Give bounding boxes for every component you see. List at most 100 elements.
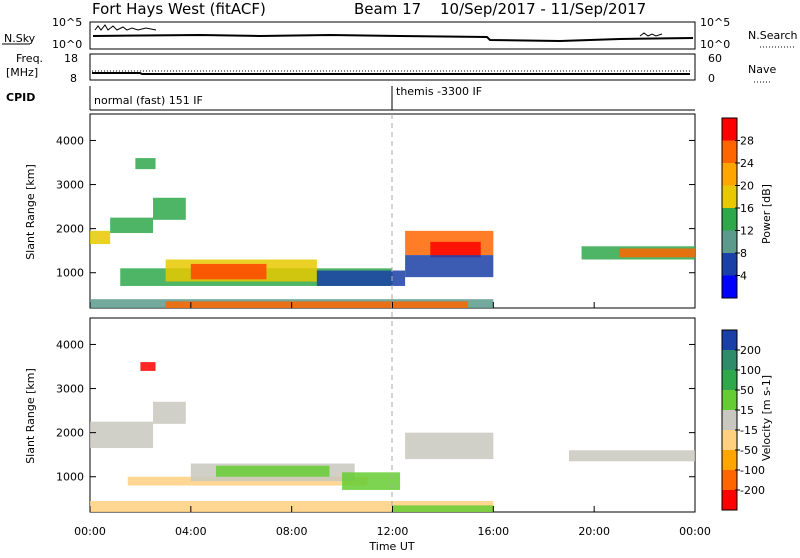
search-label: N.Search: [748, 29, 798, 42]
colorbar-segment: [722, 370, 737, 391]
colorbar-segment: [722, 253, 737, 276]
colorbar-tick-label: 50: [740, 384, 754, 397]
search-tick-top: 10^5: [700, 16, 730, 29]
date-range-title: 10/Sep/2017 - 11/Sep/2017: [440, 0, 646, 18]
power-colorbar-label: Power [dB]: [760, 184, 773, 244]
power-data: [90, 158, 695, 308]
nave-label: Nave: [748, 63, 776, 76]
x-tick-label: 00:00: [74, 525, 106, 538]
colorbar-tick-label: 24: [740, 157, 754, 170]
y-tick-label: 2000: [56, 427, 84, 440]
nave-tick-bottom: 0: [708, 72, 715, 85]
colorbar-segment: [722, 490, 737, 511]
data-region: [190, 263, 267, 280]
freq-tick-bottom: 8: [70, 72, 77, 85]
data-region: [405, 432, 494, 460]
data-region: [110, 217, 154, 234]
x-tick-label: 04:00: [175, 525, 207, 538]
colorbar-tick-label: 15: [740, 404, 754, 417]
y-tick-label: 3000: [56, 383, 84, 396]
colorbar-frame: [721, 329, 738, 511]
data-region: [619, 248, 695, 258]
colorbar-segment: [722, 230, 737, 254]
data-region: [153, 401, 186, 424]
data-region: [316, 270, 406, 286]
colorbar-segment: [722, 430, 737, 451]
colorbar-tick-label: 100: [740, 364, 761, 377]
colorbar-tick-label: 8: [740, 247, 747, 260]
colorbar-segment: [722, 330, 737, 351]
y-tick-label: 3000: [56, 179, 84, 192]
data-region: [342, 472, 401, 490]
search-tick-bottom: 10^0: [700, 38, 730, 51]
colorbar-tick-label: -15: [740, 424, 758, 437]
colorbar-tick-label: -100: [740, 464, 765, 477]
y-tick-label: 2000: [56, 223, 84, 236]
freq-trace: [92, 72, 690, 75]
colorbar-segment: [722, 140, 737, 164]
data-region: [90, 230, 111, 245]
freq-unit-label: [MHz]: [6, 66, 38, 79]
data-region: [216, 465, 330, 477]
colorbar-tick-label: 12: [740, 225, 754, 238]
freq-nave-panel: [89, 53, 696, 81]
data-region: [153, 197, 186, 220]
y-tick-label: 1000: [56, 471, 84, 484]
power-panel: Slant Range [km] 1000 2000 3000 4000: [24, 113, 696, 309]
colorbar-tick-label: 4: [740, 270, 747, 283]
colorbar-segment: [722, 450, 737, 471]
freq-tick-top: 18: [64, 52, 78, 65]
data-region: [135, 158, 156, 170]
cpid-mode-2: themis -3300 IF: [396, 85, 482, 98]
colorbar-tick-label: -200: [740, 484, 765, 497]
colorbar-tick-label: 16: [740, 202, 754, 215]
power-yticks: 1000 2000 3000 4000: [56, 134, 695, 280]
colorbar-tick-label: 28: [740, 135, 754, 148]
cpid-mode-1: normal (fast) 151 IF: [94, 94, 203, 107]
nave-tick-top: 60: [708, 52, 722, 65]
colorbar-tick-label: 200: [740, 344, 761, 357]
x-tick-label: 12:00: [377, 525, 409, 538]
velocity-colorbar: 200 100 50 15 -15 -50 -100 -200: [721, 329, 765, 511]
data-region: [568, 450, 695, 462]
data-region: [140, 362, 156, 371]
y-tick-label: 4000: [56, 134, 84, 147]
x-tick-label: 08:00: [276, 525, 308, 538]
data-region: [405, 255, 494, 278]
colorbar-segment: [722, 350, 737, 371]
colorbar-segment: [722, 275, 737, 299]
colorbar-segment: [722, 208, 737, 231]
x-tick-label: 00:00: [679, 525, 711, 538]
colorbar-segment: [722, 410, 737, 431]
velocity-colorbar-label: Velocity [m s-1]: [760, 375, 773, 461]
cpid-label: CPID: [6, 91, 35, 104]
time-axis-ticks: 00:00 04:00 08:00 12:00 16:00 20:00 00:00: [74, 302, 711, 538]
station-title: Fort Hays West (fitACF): [92, 0, 266, 18]
time-axis-label: Time UT: [368, 540, 414, 553]
sky-tick-bottom: 10^0: [52, 38, 82, 51]
beam-title: Beam 17: [354, 0, 421, 18]
x-tick-label: 20:00: [578, 525, 610, 538]
freq-label: Freq.: [16, 52, 43, 65]
data-region: [392, 505, 494, 512]
colorbar-segment: [722, 390, 737, 411]
colorbar-segment: [722, 470, 737, 491]
x-tick-label: 16:00: [477, 525, 509, 538]
velocity-ylabel: Slant Range [km]: [24, 368, 37, 464]
y-tick-label: 4000: [56, 338, 84, 351]
data-region: [90, 421, 154, 449]
colorbar-tick-label: -50: [740, 444, 758, 457]
colorbar-tick-label: 20: [740, 180, 754, 193]
data-region: [165, 301, 469, 308]
sky-spikes: [94, 24, 663, 37]
sky-trace: [92, 33, 694, 43]
velocity-yticks: 1000 2000 3000 4000: [56, 338, 695, 484]
colorbar-segment: [722, 118, 737, 141]
sky-label: N.Sky: [4, 32, 36, 45]
sky-search-panel: [89, 21, 696, 50]
power-ylabel: Slant Range [km]: [24, 164, 37, 260]
velocity-panel: Slant Range [km] 1000 2000 3000 4000: [24, 317, 696, 513]
colorbar-segment: [722, 185, 737, 209]
power-colorbar: 28 24 20 16 12 8 4: [721, 117, 754, 299]
